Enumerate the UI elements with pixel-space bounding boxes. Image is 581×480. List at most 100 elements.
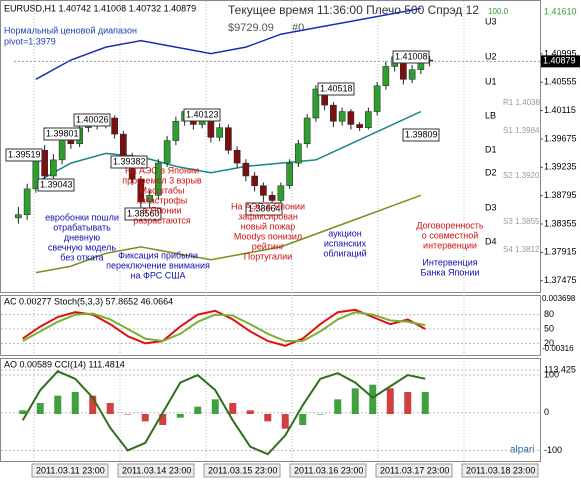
subtitle: Нормальный ценовой диапазон xyxy=(4,25,137,35)
indicator-line xyxy=(22,311,426,343)
note-line: испанских xyxy=(324,238,367,248)
candle-body xyxy=(172,120,180,141)
ao-bar xyxy=(71,392,79,414)
price-label: 1.41008 xyxy=(395,51,428,61)
note-line: Договоренность xyxy=(416,220,484,230)
price-label: 1.39809 xyxy=(405,129,438,139)
date-label: 2011.03.11 23:00 xyxy=(36,465,105,475)
date-box xyxy=(117,463,195,478)
ao-bar xyxy=(19,410,27,414)
candle-body xyxy=(155,162,162,196)
price-label-box xyxy=(402,128,440,142)
candle-body xyxy=(347,111,355,125)
pivot-label: S2 1.3920 xyxy=(503,171,540,180)
date-label: 2011.03.17 23:00 xyxy=(380,465,449,475)
overlay-line xyxy=(35,110,422,184)
price-label-box xyxy=(110,155,148,169)
candle-body xyxy=(233,149,241,164)
date-label: 2011.03.16 23:00 xyxy=(294,465,363,475)
candle-body xyxy=(225,127,232,151)
ao-bar xyxy=(159,414,167,425)
y-tick-label: 1.37475 xyxy=(544,275,577,285)
price-label: 1.39519 xyxy=(8,149,41,159)
note-line: Moodys понизил xyxy=(234,231,302,241)
y-tick-label: 1.39235 xyxy=(544,162,577,172)
ao-bar xyxy=(264,414,272,422)
y-tick-label: 1.39675 xyxy=(544,133,577,143)
candle-body xyxy=(260,185,267,196)
date-box xyxy=(289,463,367,478)
overlay-line xyxy=(35,194,422,274)
note-line: аукцион xyxy=(328,228,362,238)
y-tick-label: 1.38355 xyxy=(544,218,577,228)
candle-body xyxy=(216,127,223,138)
pivot-label: S1 1.3984 xyxy=(503,126,540,135)
status: Текущее время 11:36:00 Плечо 500 Спрэд 1… xyxy=(228,3,479,17)
ao-bar xyxy=(176,414,184,418)
axis-label: -0.00316 xyxy=(542,344,574,353)
level-label: D4 xyxy=(485,236,497,246)
price-label-box xyxy=(73,113,111,127)
price-label-box xyxy=(392,50,430,64)
note-line: свечную модель xyxy=(48,242,117,252)
y-tick-label: 1.37915 xyxy=(544,247,577,257)
axis-label: 0.003698 xyxy=(542,294,576,303)
note-line: в Японии xyxy=(143,205,182,215)
date-box xyxy=(203,463,281,478)
ao-bar xyxy=(211,399,219,414)
ao-bar xyxy=(106,403,114,414)
note-line: отрабатывать xyxy=(53,222,111,232)
note-line: дневную xyxy=(64,232,100,242)
level-label: D1 xyxy=(485,144,497,154)
y-tick-label: 1.40115 xyxy=(544,105,576,115)
candle-body xyxy=(408,69,416,80)
candle-body xyxy=(330,104,337,122)
date-box xyxy=(461,463,539,478)
status: $9729.09 xyxy=(228,22,274,34)
overlay-line xyxy=(35,7,422,80)
ao-bar xyxy=(36,403,44,414)
note-line: интервенции xyxy=(423,240,477,250)
note-line: евробонки пошли xyxy=(45,212,119,222)
level-label: D3 xyxy=(485,202,497,212)
y-tick-label: 113.425 xyxy=(544,364,576,374)
candle-body xyxy=(373,85,381,112)
price-label: 1.40518 xyxy=(320,83,353,93)
candle-body xyxy=(268,195,276,201)
symbol-title: EURUSD,H1 1.40742 1.41008 1.40732 1.4087… xyxy=(4,3,196,13)
ao-bar xyxy=(141,414,149,422)
ao-bar xyxy=(281,414,289,429)
price-label: 1.39043 xyxy=(40,179,73,189)
date-label: 2011.03.14 23:00 xyxy=(122,465,191,475)
y-tick-label: 1.38795 xyxy=(544,190,577,200)
price-label-box xyxy=(5,148,43,162)
ao-bar xyxy=(229,403,237,414)
date-label: 2011.03.18 23:00 xyxy=(466,465,535,475)
note-line: новый пожар xyxy=(241,221,296,231)
note-line: Банка Японии xyxy=(421,267,480,277)
note-line: без отката xyxy=(60,252,103,262)
ac-title: AC 0.00277 Stoch(5,3,3) 57.8652 46.0664 xyxy=(4,296,173,306)
y-tick-label: -100 xyxy=(544,445,562,455)
main-frame xyxy=(0,0,541,293)
y-tick-label: 50 xyxy=(544,323,554,333)
candle-body xyxy=(111,117,118,135)
date-box xyxy=(375,463,453,478)
ao-bar xyxy=(421,392,429,414)
price-label-box xyxy=(245,202,283,216)
ao-bar xyxy=(54,395,62,414)
ao-bar xyxy=(334,399,342,414)
ao-bar xyxy=(89,395,97,414)
last-price-box xyxy=(541,55,580,68)
ac-frame xyxy=(0,295,541,356)
y-tick-label: 1.40555 xyxy=(544,77,577,87)
candle-body xyxy=(382,66,390,87)
ao-bar xyxy=(299,414,307,425)
note-line: На АЭС в Японии xyxy=(231,201,305,211)
price-label: 1.38664 xyxy=(248,203,281,213)
level-label: U2 xyxy=(485,51,497,61)
candle-body xyxy=(120,133,127,157)
note-line: На АЭС в Японии xyxy=(125,165,199,175)
